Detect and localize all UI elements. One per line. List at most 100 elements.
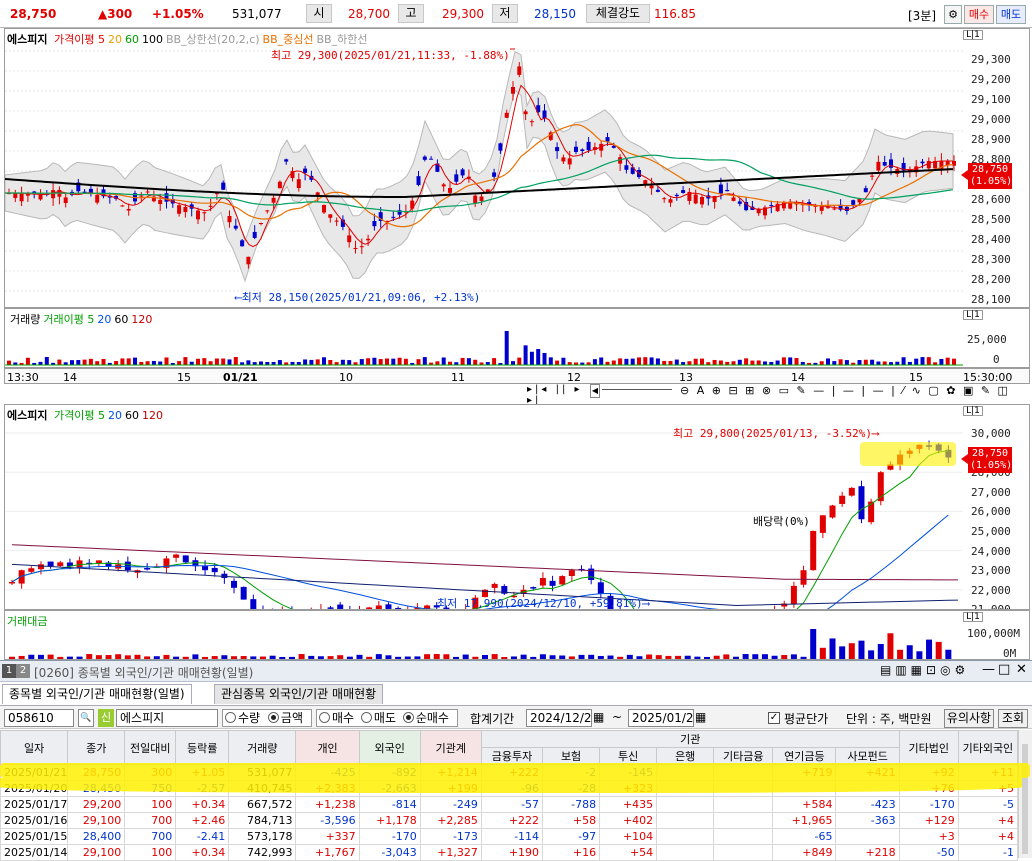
window-titlebar[interactable]: 1 2 [0260] 종목별 외국인/기관 매매현황(일별) ▤▥▦⊡◎⚙ — … bbox=[0, 660, 1032, 682]
net-radio-icon[interactable] bbox=[402, 712, 414, 723]
daily-axis-toggle-icon[interactable]: L|1 bbox=[963, 406, 983, 416]
table-cell: -28 bbox=[542, 780, 601, 797]
date-to-input[interactable]: 2025/01/2 bbox=[628, 709, 694, 727]
header-cell[interactable]: 종가 bbox=[67, 730, 126, 765]
qty-amt-toggle[interactable]: 수량 금액 bbox=[222, 709, 312, 727]
table-row[interactable]: 2025/01/21 28,750 300 +1.05 531,077 -425 -892 +… bbox=[0, 764, 1019, 781]
trading-value-bar bbox=[675, 655, 682, 659]
header-cell[interactable]: 전일대비 bbox=[124, 730, 177, 765]
daily-candle bbox=[28, 568, 35, 572]
window-close-icon[interactable]: ✕ bbox=[1016, 662, 1027, 677]
volume-bar bbox=[870, 359, 875, 365]
intraday-price-panel[interactable]: 에스피지 가격이평 5 20 60 100 BB_상한선(20,2,c) BB_중심선 BB… bbox=[4, 28, 1030, 308]
daily-candle bbox=[375, 605, 382, 609]
table-row[interactable]: 2025/01/14 29,100 100 +0.34 742,993 +1,767 -3,… bbox=[0, 844, 1019, 861]
window-number-2[interactable]: 2 bbox=[16, 664, 30, 678]
replay-controls[interactable]: ▸|◂ || ▸ ▸| bbox=[527, 384, 583, 406]
table-cell: +2,383 bbox=[295, 780, 360, 797]
table-row[interactable]: 2025/01/20 28,450 750 -2.57 410,745 +2,383 -2,… bbox=[0, 780, 1019, 797]
chart-zoom-tools[interactable]: ⊖ A ⊕ ⊟ ⊞ ⊗ ▭ ✎ — | — | — | ⁄ ∿ ▢ ✿ ▣ ✎ … bbox=[680, 384, 1010, 397]
trading-value-bar bbox=[182, 656, 189, 659]
intraday-volume-panel[interactable]: 거래량 거래이평 5 20 60 120 25,000 0 L|1 bbox=[4, 308, 1030, 368]
intraday-candle bbox=[592, 147, 597, 151]
window-tool-icons[interactable]: ▤▥▦⊡◎⚙ bbox=[880, 663, 970, 677]
table-cell: +92 bbox=[898, 764, 959, 781]
intraday-candle bbox=[775, 203, 780, 212]
daily-candle bbox=[327, 607, 334, 609]
intraday-candle bbox=[196, 210, 200, 220]
sell-radio-icon[interactable] bbox=[360, 712, 372, 723]
header-cell[interactable]: 일자 bbox=[0, 730, 69, 765]
header-cell[interactable]: 기관계 bbox=[419, 730, 482, 765]
high-label: 고 bbox=[398, 4, 424, 23]
table-cell: 2025/01/20 bbox=[0, 780, 69, 797]
volume-bar bbox=[466, 358, 471, 365]
volume-axis-toggle-icon[interactable]: L|1 bbox=[963, 310, 983, 320]
query-button[interactable]: 조회 bbox=[998, 709, 1028, 728]
daily-candle bbox=[163, 558, 170, 568]
table-scroll-thumb[interactable] bbox=[1022, 744, 1028, 854]
notice-button[interactable]: 유의사항 bbox=[944, 709, 994, 728]
table-scrollbar[interactable] bbox=[1018, 730, 1032, 858]
table-row[interactable]: 2025/01/17 29,200 100 +0.34 667,572 +1,238 -81… bbox=[0, 796, 1019, 813]
tab-watchlist[interactable]: 관심종목 외국인/기관 매매현황 bbox=[214, 684, 384, 704]
daily-candle bbox=[211, 567, 218, 573]
trade-type-toggle[interactable]: 매수 매도 순매수 bbox=[316, 709, 458, 727]
trading-value-axis-toggle-icon[interactable]: L|1 bbox=[963, 612, 983, 622]
scroll-track[interactable] bbox=[602, 389, 672, 393]
header-cell[interactable]: 투신 bbox=[599, 747, 658, 765]
header-cell[interactable]: 거래량 bbox=[228, 730, 297, 765]
query-controls: 058610 🔍 신 에스피지 수량 금액 매수 매도 순매수 합계기간 202… bbox=[0, 705, 1032, 729]
header-cell[interactable]: 사모펀드 bbox=[835, 747, 900, 765]
header-cell[interactable]: 금융투자 bbox=[480, 747, 544, 765]
date-to-calendar-icon[interactable]: ▦ bbox=[695, 710, 707, 724]
window-minimize-icon[interactable]: — bbox=[982, 662, 995, 677]
volume-legend-1: 거래이평 5 bbox=[43, 313, 95, 326]
qty-radio-icon[interactable] bbox=[225, 712, 236, 723]
sell-button[interactable]: 매도 bbox=[996, 5, 1026, 24]
trading-value-bar bbox=[202, 656, 209, 659]
window-maximize-icon[interactable]: □ bbox=[998, 662, 1011, 677]
tab-daily-by-stock[interactable]: 종목별 외국인/기관 매매현황(일별) bbox=[2, 684, 192, 704]
header-cell[interactable]: 기타금융 bbox=[713, 747, 774, 765]
date-range-sep: ~ bbox=[612, 710, 623, 724]
volume-bar bbox=[227, 359, 232, 365]
ma100-line bbox=[5, 168, 954, 199]
settings-gear-icon[interactable]: ⚙ bbox=[944, 5, 962, 24]
header-cell[interactable]: 개인 bbox=[295, 730, 360, 765]
scroll-left-icon[interactable]: ◀ bbox=[590, 384, 600, 398]
date-from-calendar-icon[interactable]: ▦ bbox=[593, 710, 605, 724]
trading-value-bar bbox=[192, 654, 199, 659]
header-cell[interactable]: 은행 bbox=[656, 747, 715, 765]
header-cell[interactable]: 연기금등 bbox=[772, 747, 837, 765]
intraday-axis-toggle-icon[interactable]: L|1 bbox=[963, 30, 983, 40]
buy-radio-icon[interactable] bbox=[319, 712, 330, 723]
buy-button[interactable]: 매수 bbox=[964, 5, 994, 24]
header-cell[interactable]: 기타법인 bbox=[898, 730, 959, 765]
volume-bar bbox=[876, 361, 881, 365]
stock-code-input[interactable]: 058610 bbox=[4, 709, 74, 727]
search-icon[interactable]: 🔍 bbox=[78, 709, 94, 727]
intraday-candle-chart[interactable] bbox=[5, 29, 963, 308]
table-row[interactable]: 2025/01/16 29,100 700 +2.46 784,713 -3,596 +1,… bbox=[0, 812, 1019, 829]
table-row[interactable]: 2025/01/15 28,400 700 -2.41 573,178 +337 -170-… bbox=[0, 828, 1019, 845]
header-cell[interactable]: 보험 bbox=[542, 747, 601, 765]
volume-bar bbox=[460, 357, 465, 365]
date-from-input[interactable]: 2024/12/2 bbox=[526, 709, 592, 727]
trading-table: 일자 종가 전일대비 등락률 거래량 개인 외국인 기관계 기관 기타법인 기타외국인 금융투자 보험 투… bbox=[0, 730, 1019, 861]
interval-label[interactable]: [3분] bbox=[908, 9, 937, 23]
header-cell[interactable]: 등락률 bbox=[175, 730, 230, 765]
daily-candle-chart[interactable] bbox=[5, 405, 963, 610]
volume-chart[interactable] bbox=[5, 309, 963, 368]
avg-price-checkbox[interactable]: ✓ bbox=[768, 712, 780, 724]
header-cell[interactable]: 기타외국인 bbox=[957, 730, 1019, 765]
daily-price-panel[interactable]: 에스피지 가격이평 5 20 60 120 최고 29,800(2025/01/13,… bbox=[4, 404, 1030, 610]
amt-radio-icon[interactable] bbox=[267, 712, 279, 723]
volume-bar bbox=[259, 361, 263, 365]
chart-scroll-toolbar[interactable]: ◀ ⊖ A ⊕ ⊟ ⊞ ⊗ ▭ ✎ — | — | — | ⁄ ∿ ▢ ✿ ▣ … bbox=[590, 384, 1032, 401]
trading-value-chart[interactable] bbox=[5, 611, 963, 660]
volume-bar bbox=[246, 360, 251, 365]
window-number-1[interactable]: 1 bbox=[2, 664, 16, 678]
trading-value-panel[interactable]: 거래대금 100,000M 0M L|1 bbox=[4, 610, 1030, 660]
header-cell[interactable]: 외국인 bbox=[358, 730, 421, 765]
